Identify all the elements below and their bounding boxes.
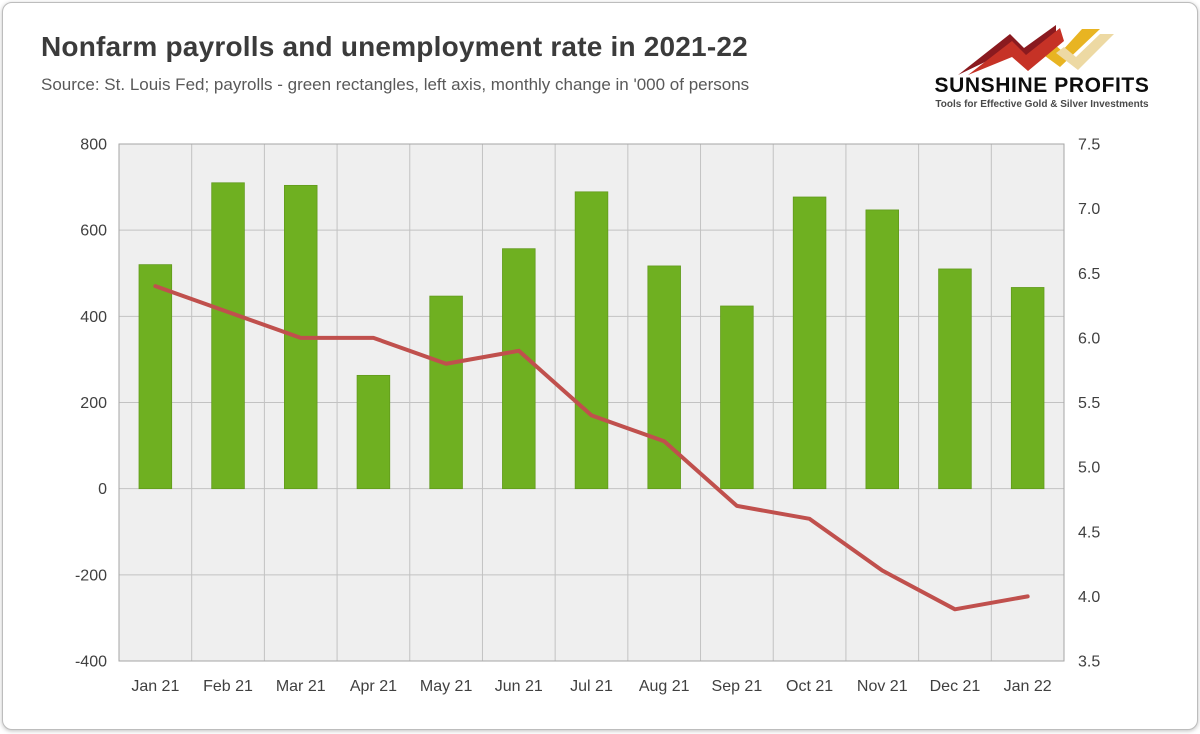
- payrolls-unemployment-chart: -400 -200 0 200 400 600 800 3.5 4.0 4.5 5.0 5.5 6.0 6…: [75, 137, 1100, 696]
- svg-text:Jan 21: Jan 21: [131, 678, 179, 695]
- unemployment-rate-line: [153, 284, 1030, 612]
- svg-text:5.5: 5.5: [1078, 395, 1100, 412]
- chart-title: Nonfarm payrolls and unemployment rate i…: [41, 31, 748, 62]
- chart-subtitle: Source: St. Louis Fed; payrolls - green …: [41, 75, 750, 94]
- svg-text:800: 800: [80, 137, 107, 154]
- svg-text:Sep 21: Sep 21: [712, 678, 763, 695]
- chart-header: Nonfarm payrolls and unemployment rate i…: [3, 3, 1197, 125]
- payroll-bar-jun-21: [502, 248, 536, 490]
- svg-text:-400: -400: [75, 654, 107, 671]
- logo-shape-pale-gold: [1056, 34, 1114, 70]
- svg-text:7.0: 7.0: [1078, 201, 1100, 218]
- payroll-bar-apr-21: [356, 374, 391, 490]
- logo-tagline: Tools for Effective Gold & Silver Invest…: [935, 99, 1149, 111]
- payroll-bar-jan-22: [1010, 287, 1045, 490]
- right-axis-labels: 3.5 4.0 4.5 5.0 5.5 6.0 6.5 7.0 7.5: [1078, 137, 1100, 671]
- payroll-bar-feb-21: [211, 182, 245, 490]
- svg-text:6.5: 6.5: [1078, 266, 1100, 283]
- payroll-bar-dec-21: [938, 268, 972, 490]
- payroll-bar-sep-21: [720, 305, 754, 490]
- title-block: Nonfarm payrolls and unemployment rate i…: [41, 25, 749, 95]
- left-axis-labels: -400 -200 0 200 400 600 800: [75, 137, 107, 671]
- svg-text:4.0: 4.0: [1078, 589, 1100, 606]
- svg-text:Apr 21: Apr 21: [350, 678, 397, 695]
- sunshine-profits-logo-graphic: [958, 25, 1114, 75]
- svg-text:-200: -200: [75, 567, 107, 584]
- svg-text:3.5: 3.5: [1078, 654, 1100, 671]
- logo-shape-red: [968, 28, 1064, 75]
- svg-text:Jun 21: Jun 21: [495, 678, 543, 695]
- svg-text:Nov 21: Nov 21: [857, 678, 908, 695]
- x-axis-labels: Jan 21 Feb 21 Mar 21 Apr 21 May 21 Jun 21 Jul …: [131, 678, 1051, 695]
- payroll-bar-aug-21: [647, 265, 681, 490]
- svg-text:Jan 22: Jan 22: [1004, 678, 1052, 695]
- svg-text:5.0: 5.0: [1078, 460, 1100, 477]
- svg-text:4.5: 4.5: [1078, 524, 1100, 541]
- svg-text:6.0: 6.0: [1078, 330, 1100, 347]
- svg-text:0: 0: [98, 481, 107, 498]
- svg-text:400: 400: [80, 309, 107, 326]
- payroll-bar-jan-21: [138, 264, 173, 490]
- svg-text:7.5: 7.5: [1078, 137, 1100, 154]
- logo-text: SUNSHINE PROFITS: [934, 74, 1150, 97]
- payroll-bar-nov-21: [865, 209, 899, 490]
- svg-text:May 21: May 21: [420, 678, 473, 695]
- svg-text:Jul 21: Jul 21: [570, 678, 613, 695]
- svg-text:200: 200: [80, 395, 107, 412]
- payroll-bar-oct-21: [792, 196, 827, 490]
- plot-border: [118, 143, 1065, 662]
- svg-text:Oct 21: Oct 21: [786, 678, 833, 695]
- svg-text:Feb 21: Feb 21: [203, 678, 253, 695]
- svg-text:600: 600: [80, 223, 107, 240]
- payroll-bar-may-21: [429, 295, 463, 490]
- payroll-bar-jul-21: [574, 191, 609, 490]
- svg-text:Aug 21: Aug 21: [639, 678, 690, 695]
- svg-text:Mar 21: Mar 21: [276, 678, 326, 695]
- svg-text:Dec 21: Dec 21: [930, 678, 981, 695]
- sunshine-profits-logo: SUNSHINE PROFITS Tools for Effective Gol…: [913, 25, 1171, 110]
